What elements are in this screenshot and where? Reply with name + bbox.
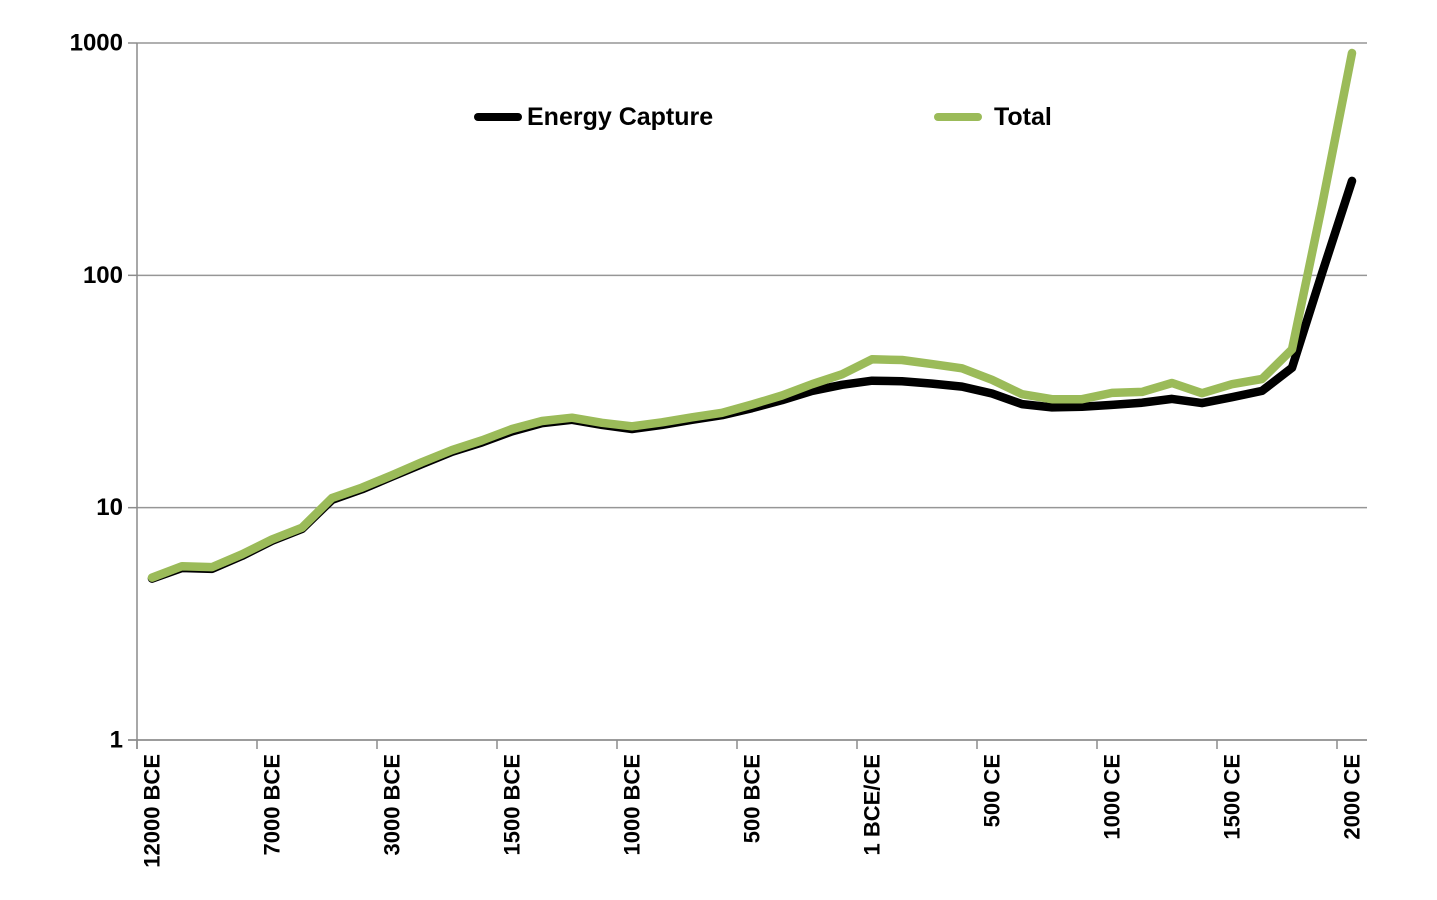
- legend-label: Energy Capture: [527, 103, 713, 131]
- x-axis-label: 7000 BCE: [260, 754, 285, 856]
- gridlines-layer: [137, 42, 1367, 741]
- x-axis-label: 500 BCE: [740, 754, 765, 843]
- axes-layer: [128, 42, 1367, 749]
- x-axis-label: 3000 BCE: [380, 754, 405, 856]
- y-axis-label: 100: [83, 262, 123, 289]
- x-axis-label: 1000 BCE: [620, 754, 645, 856]
- series-line-total: [147, 48, 1357, 582]
- x-axis-label: 500 CE: [980, 754, 1005, 827]
- x-axis-label: 12000 BCE: [140, 754, 165, 868]
- y-axis-label: 1000: [70, 30, 123, 57]
- legend: Energy Capture Total: [474, 103, 1052, 131]
- y-axis-label: 1: [110, 727, 123, 754]
- legend-item-energy-capture: Energy Capture: [474, 103, 713, 131]
- series-layer: [147, 48, 1357, 583]
- x-axis-label: 1500 BCE: [500, 754, 525, 856]
- x-axis-label: 1000 CE: [1100, 754, 1125, 840]
- axis-labels-layer: 1 10 100 1000 12000 BCE 7000 BCE 3000 BCE 1500 …: [70, 30, 1365, 868]
- legend-item-total: Total: [934, 103, 1052, 131]
- x-axis-label: 1500 CE: [1220, 754, 1245, 840]
- x-axis-label: 2000 CE: [1340, 754, 1365, 840]
- legend-label: Total: [994, 103, 1052, 131]
- y-axis-label: 10: [96, 494, 123, 521]
- x-axis-label: 1 BCE/CE: [860, 754, 885, 855]
